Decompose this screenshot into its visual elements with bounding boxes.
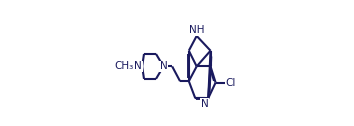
Text: N: N [134, 61, 142, 71]
Text: Cl: Cl [226, 78, 236, 88]
Text: N: N [160, 61, 167, 71]
Text: NH: NH [189, 25, 204, 35]
Text: CH₃: CH₃ [115, 61, 134, 71]
Text: N: N [201, 99, 209, 109]
